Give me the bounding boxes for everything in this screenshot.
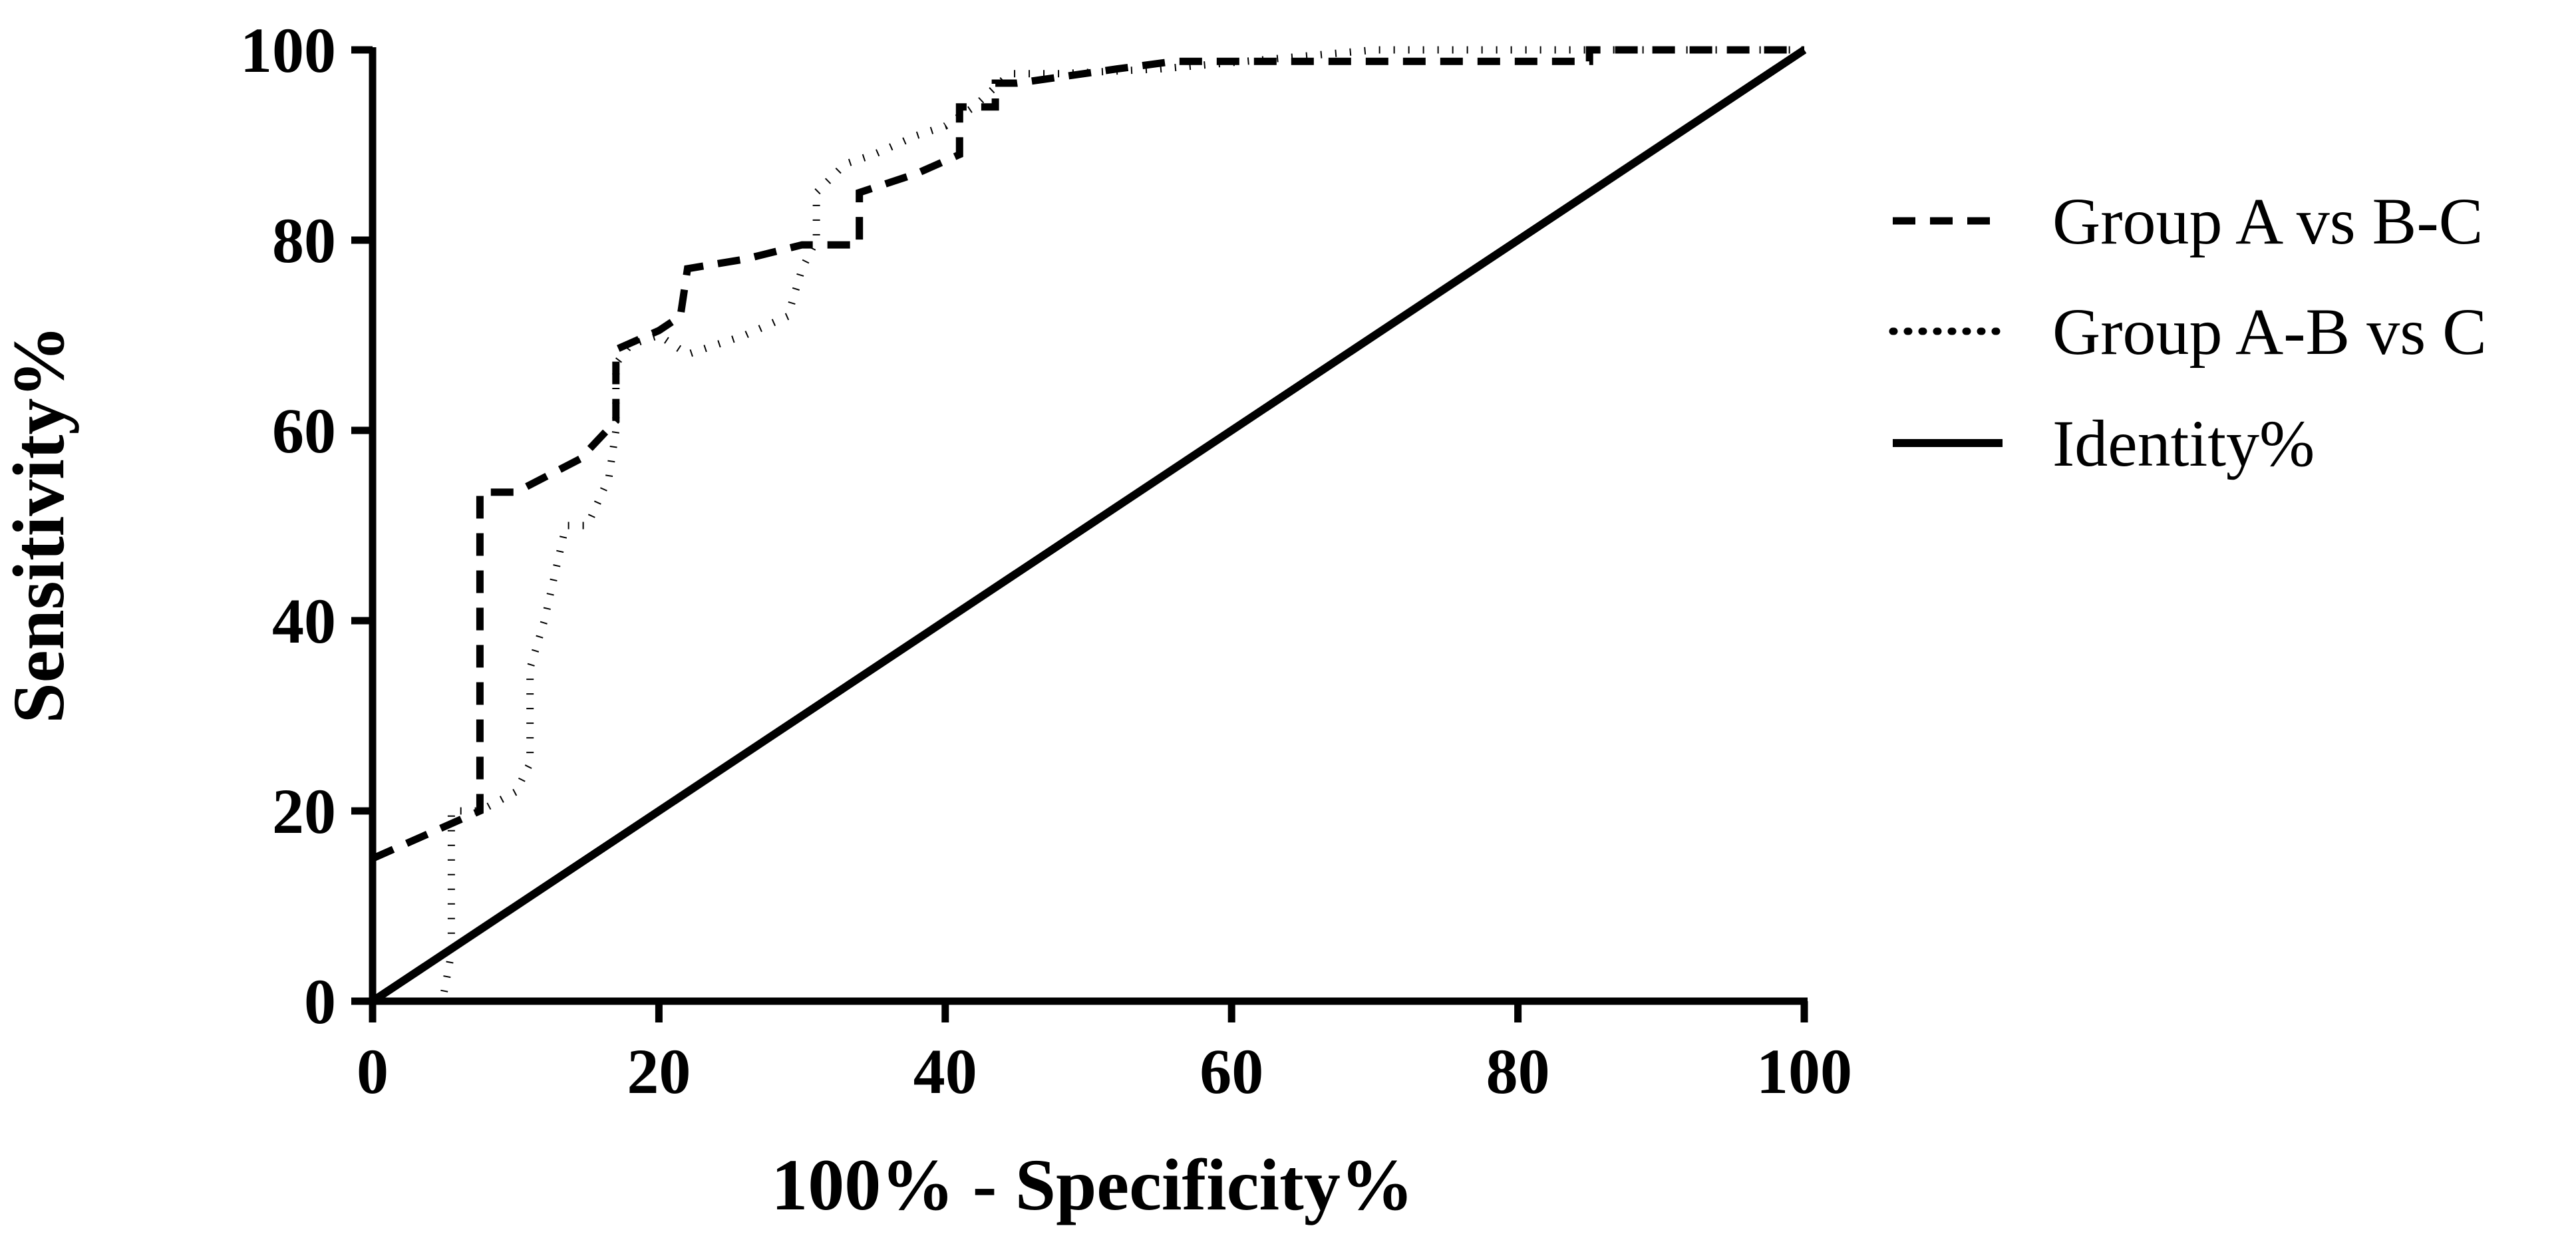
y-tick-label: 100 [240, 15, 336, 86]
y-tick-label: 0 [304, 966, 336, 1037]
y-tick-label: 80 [272, 205, 336, 276]
legend-item: Group A vs B-C [1893, 184, 2483, 258]
x-axis-title: 100% - Specificity% [771, 1144, 1413, 1225]
y-tick-label: 60 [272, 395, 336, 466]
legend-label: Identity% [2052, 406, 2315, 480]
series-line-solid [370, 47, 1807, 1005]
x-tick-label: 0 [357, 1036, 389, 1107]
legend-item: Group A-B vs C [1889, 295, 2487, 369]
x-tick-label: 20 [627, 1036, 691, 1107]
axes-layer [369, 47, 1808, 1005]
ticks-layer: 0 20 40 60 80 100 0 20 40 60 80 100 [240, 15, 1852, 1107]
series-layer [370, 46, 1807, 1005]
series-line-dotted [440, 46, 1804, 993]
legend-label: Group A vs B-C [2052, 184, 2483, 258]
x-tick-label: 40 [913, 1036, 977, 1107]
y-tick-label: 40 [272, 585, 336, 657]
y-axis-title: Sensitivity% [0, 325, 79, 724]
legend-item: Identity% [1893, 406, 2315, 480]
y-tick-label: 20 [272, 776, 336, 847]
legend: Group A vs B-C Group A-B vs C Identity% [1889, 184, 2487, 480]
x-tick-label: 80 [1486, 1036, 1550, 1107]
x-tick-label: 60 [1200, 1036, 1263, 1107]
series-line-dashed [371, 46, 1804, 862]
x-tick-label: 100 [1756, 1036, 1852, 1107]
legend-label: Group A-B vs C [2052, 295, 2487, 369]
